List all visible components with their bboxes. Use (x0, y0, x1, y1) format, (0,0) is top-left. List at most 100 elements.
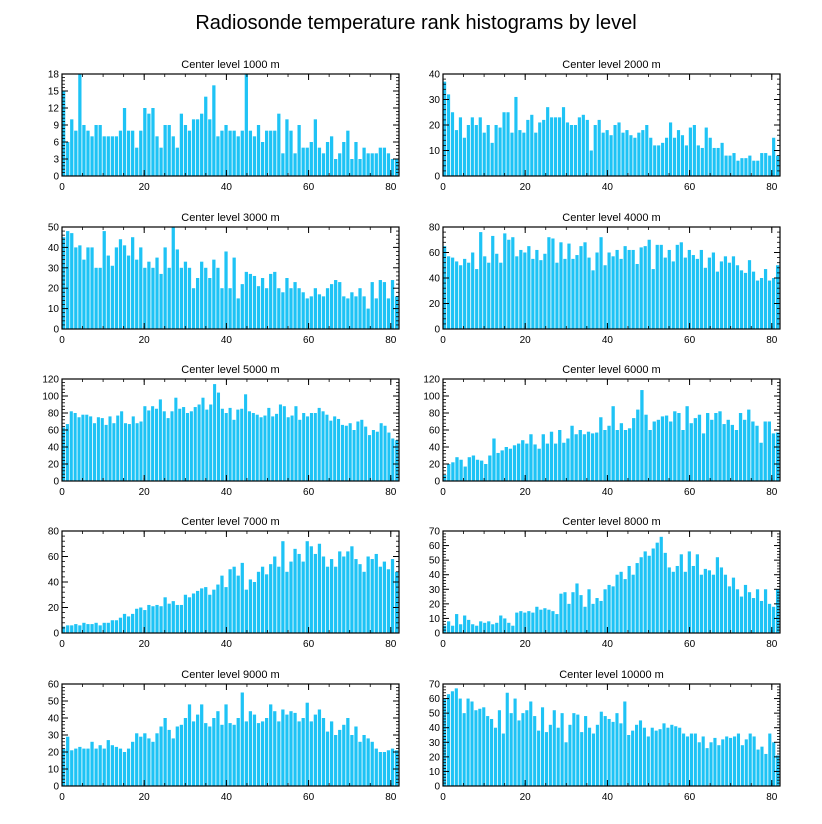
bar (98, 267, 102, 329)
bar (155, 733, 159, 786)
bar (595, 432, 599, 481)
bar (515, 612, 519, 633)
x-tick-label: 60 (684, 639, 696, 650)
bar (661, 142, 665, 176)
bar (450, 691, 454, 786)
bar (126, 130, 131, 176)
bar (321, 296, 326, 329)
bar (366, 308, 370, 329)
bar (277, 113, 281, 176)
bar (573, 125, 577, 176)
bar (771, 278, 776, 329)
bar (587, 257, 591, 329)
bar (631, 730, 635, 786)
bar (236, 409, 240, 481)
bar (642, 727, 646, 786)
bar (147, 604, 151, 633)
bar (552, 710, 556, 786)
bar (350, 735, 354, 786)
bar (236, 575, 240, 634)
y-tick-label: 10 (429, 614, 441, 625)
bar (486, 125, 490, 176)
plot-frame (442, 530, 781, 634)
bar (282, 406, 286, 481)
bar (609, 135, 613, 176)
bar (715, 557, 720, 633)
bar (321, 153, 326, 176)
bar (191, 288, 196, 329)
bar (572, 713, 576, 786)
bar (494, 125, 498, 176)
bar (479, 460, 484, 481)
y-tick-label: 120 (423, 375, 440, 386)
bar (636, 409, 640, 481)
bar (503, 233, 507, 330)
bar (325, 288, 330, 329)
x-tick-label: 0 (59, 182, 65, 193)
bar (666, 727, 670, 786)
bar (565, 122, 570, 176)
bar (224, 587, 228, 633)
bar (191, 119, 196, 176)
bar (275, 413, 279, 481)
bar (567, 243, 571, 329)
bar (739, 270, 744, 329)
bar (338, 282, 342, 329)
bar (62, 237, 66, 329)
bar (665, 137, 669, 176)
bar (599, 600, 603, 633)
bar (663, 552, 667, 633)
bar (652, 421, 656, 481)
bar (178, 408, 182, 481)
bar (391, 438, 395, 481)
bar (158, 399, 162, 481)
bar (212, 259, 216, 329)
bar (725, 736, 729, 786)
bar (293, 282, 297, 329)
bar (390, 280, 395, 329)
bar (484, 464, 488, 481)
panel-title: Center level 2000 m (562, 59, 660, 71)
bar (236, 136, 240, 176)
x-tick-label: 60 (684, 335, 696, 346)
bar (375, 431, 379, 481)
bar (159, 726, 163, 786)
bar (697, 742, 701, 786)
bar (204, 267, 208, 329)
bar (191, 721, 196, 786)
bar (65, 424, 69, 481)
x-tick-label: 40 (221, 335, 233, 346)
bar (90, 247, 94, 329)
bar (366, 738, 370, 786)
bar (317, 147, 322, 176)
bar (619, 423, 624, 481)
bar (664, 415, 669, 481)
y-tick-label: 0 (53, 477, 59, 488)
bar (94, 622, 98, 633)
bar (743, 272, 748, 329)
x-tick-label: 60 (303, 792, 315, 803)
bar (678, 727, 682, 786)
bar (224, 251, 228, 329)
bar (579, 595, 583, 633)
bar (175, 604, 179, 633)
bar (474, 125, 478, 176)
bar (615, 249, 619, 329)
bar (503, 618, 507, 633)
bar (290, 415, 294, 481)
bar (772, 742, 776, 786)
x-tick-label: 80 (766, 182, 778, 193)
bar (281, 541, 285, 633)
y-tick-label: 0 (53, 629, 59, 640)
bar (220, 408, 224, 481)
bar (106, 255, 110, 329)
bar (143, 610, 147, 633)
x-tick-label: 20 (520, 335, 532, 346)
panel-title: Center level 9000 m (181, 669, 279, 681)
x-tick-label: 20 (520, 792, 532, 803)
bar (340, 424, 344, 481)
bar (147, 738, 151, 786)
bar (653, 145, 657, 176)
bar (607, 252, 611, 329)
y-tick-label: 20 (48, 748, 60, 759)
